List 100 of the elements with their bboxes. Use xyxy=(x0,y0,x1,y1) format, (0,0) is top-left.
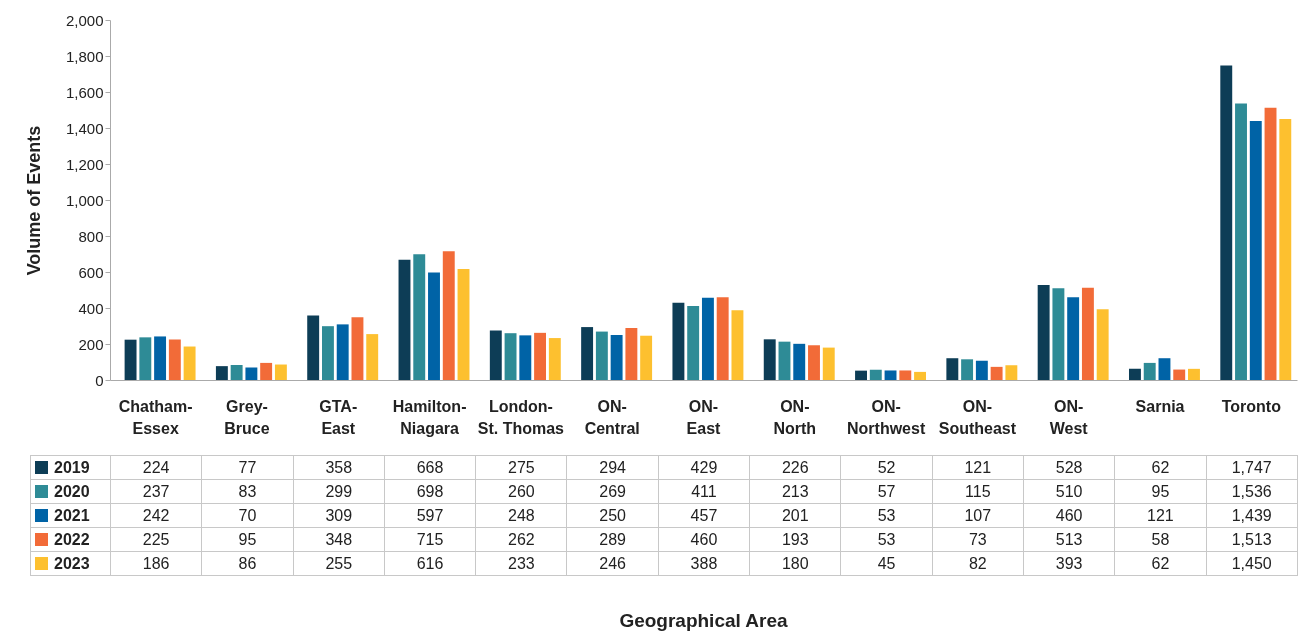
bar xyxy=(581,327,594,380)
bar xyxy=(687,306,700,380)
bar xyxy=(1067,297,1080,380)
data-label: 180 xyxy=(749,551,841,576)
data-label: 77 xyxy=(201,455,294,480)
data-label: 201 xyxy=(749,503,841,528)
data-label: 226 xyxy=(749,455,841,480)
x-tick-label: GTA-East xyxy=(319,397,358,437)
y-tick-label: 1,600 xyxy=(65,83,104,101)
x-tick-label: ON-Central xyxy=(584,397,640,437)
data-label: 429 xyxy=(658,455,750,480)
bar xyxy=(1096,309,1109,380)
bar xyxy=(899,370,912,380)
data-label: 260 xyxy=(475,479,567,504)
bar xyxy=(398,259,411,380)
bar xyxy=(534,332,547,380)
data-label: 1,450 xyxy=(1206,551,1298,576)
bar xyxy=(307,315,320,380)
y-tick-label: 1,200 xyxy=(65,155,104,173)
bar xyxy=(1188,368,1200,380)
data-label: 358 xyxy=(293,455,385,480)
data-label: 262 xyxy=(475,527,567,552)
bar xyxy=(321,326,334,380)
data-label: 53 xyxy=(840,503,933,528)
y-tick-label: 600 xyxy=(78,263,104,281)
data-label: 597 xyxy=(384,503,476,528)
bar xyxy=(124,339,137,380)
data-label: 1,747 xyxy=(1206,455,1298,480)
y-tick-label: 0 xyxy=(95,371,104,389)
bar xyxy=(139,337,152,380)
x-tick-label: London-St. Thomas xyxy=(477,397,565,437)
bar xyxy=(1052,288,1065,380)
bar xyxy=(990,366,1003,380)
bar xyxy=(884,370,897,380)
data-label: 237 xyxy=(110,479,202,504)
data-label: 121 xyxy=(1114,503,1207,528)
data-label: 616 xyxy=(384,551,476,576)
bar xyxy=(519,335,532,380)
bar xyxy=(504,333,517,380)
x-tick-label: Sarnia xyxy=(1135,397,1185,415)
bar xyxy=(245,367,258,380)
data-label: 510 xyxy=(1023,479,1115,504)
bar xyxy=(914,371,927,380)
bar xyxy=(822,347,835,380)
bar xyxy=(595,331,608,380)
bar xyxy=(183,346,196,380)
data-label: 460 xyxy=(1023,503,1115,528)
data-label: 82 xyxy=(932,551,1024,576)
x-tick-label: ON-East xyxy=(686,397,722,437)
data-label: 388 xyxy=(658,551,750,576)
legend-label: 2021 xyxy=(30,503,111,528)
bar xyxy=(351,317,364,380)
bar xyxy=(442,251,455,380)
data-label: 52 xyxy=(840,455,933,480)
data-label: 233 xyxy=(475,551,567,576)
bar xyxy=(548,338,561,380)
bar xyxy=(1158,358,1171,380)
data-label: 309 xyxy=(293,503,385,528)
data-label: 528 xyxy=(1023,455,1115,480)
bar xyxy=(428,272,440,380)
bar xyxy=(1173,369,1186,380)
bar xyxy=(701,297,714,380)
bar xyxy=(625,327,638,380)
y-tick-label: 2,000 xyxy=(65,11,104,29)
data-label: 57 xyxy=(840,479,933,504)
x-tick-label: ON-Southeast xyxy=(938,397,1017,437)
bar xyxy=(672,302,685,380)
bar xyxy=(1249,120,1262,380)
y-axis-title: Volume of Events xyxy=(23,125,44,276)
bar xyxy=(168,339,181,380)
bar xyxy=(640,335,653,380)
bar xyxy=(489,330,502,380)
data-label: 275 xyxy=(475,455,567,480)
data-label: 348 xyxy=(293,527,385,552)
data-label: 53 xyxy=(840,527,933,552)
y-tick-label: 1,000 xyxy=(65,191,104,209)
bar xyxy=(1279,119,1292,380)
data-label: 698 xyxy=(384,479,476,504)
bar xyxy=(260,362,273,380)
bar xyxy=(961,359,974,380)
data-label: 715 xyxy=(384,527,476,552)
y-tick-label: 800 xyxy=(78,227,104,245)
x-tick-label: ON-North xyxy=(773,397,817,437)
data-label: 70 xyxy=(201,503,294,528)
bar xyxy=(808,345,820,380)
bar xyxy=(154,336,167,380)
data-label: 248 xyxy=(475,503,567,528)
data-label: 73 xyxy=(932,527,1024,552)
data-label: 299 xyxy=(293,479,385,504)
y-tick-label: 400 xyxy=(78,299,104,317)
data-label: 115 xyxy=(932,479,1024,504)
bar xyxy=(1005,365,1018,380)
data-label: 62 xyxy=(1114,551,1207,576)
bar xyxy=(1143,362,1156,380)
bar xyxy=(336,324,349,380)
data-label: 213 xyxy=(749,479,841,504)
x-tick-label: Toronto xyxy=(1221,397,1282,415)
data-label: 95 xyxy=(201,527,294,552)
bar xyxy=(731,310,744,380)
x-tick-label: Chatham-Essex xyxy=(118,397,193,437)
